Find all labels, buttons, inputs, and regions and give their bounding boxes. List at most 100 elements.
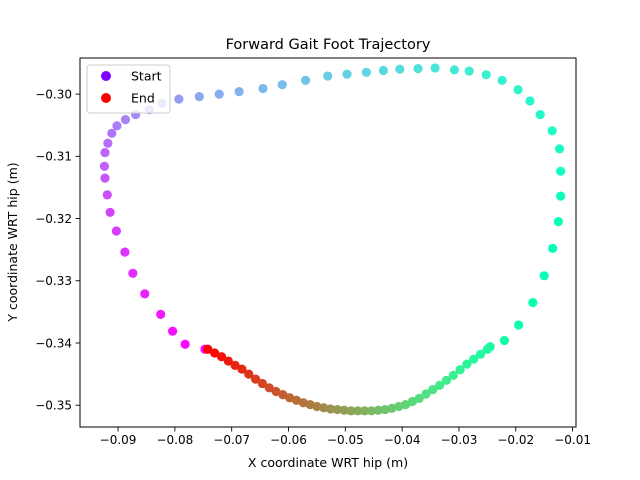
data-point [180,339,190,349]
data-point [156,309,166,319]
data-point [525,96,535,106]
data-point [469,354,479,364]
data-point [395,64,405,74]
data-point [300,75,311,85]
y-tick-label: −0.32 [35,212,72,226]
data-point [105,207,115,217]
x-axis-label: X coordinate WRT hip (m) [248,455,408,470]
data-point [339,405,349,415]
data-point [140,289,150,299]
data-point [194,91,204,102]
data-point [203,344,213,354]
data-point [332,404,342,415]
data-point [554,144,565,154]
y-tick-label: −0.31 [35,150,72,164]
y-tick-label: −0.35 [35,399,72,413]
data-point [120,115,131,125]
data-point [234,87,244,97]
data-point [387,403,397,413]
data-point [237,364,247,374]
x-tick-label: −0.08 [156,433,193,447]
data-point [448,370,458,380]
data-point [548,243,558,254]
legend-label-start: Start [131,69,162,84]
data-point [497,75,507,85]
data-point [111,226,121,236]
data-point [325,404,336,414]
y-tick-label: −0.30 [35,87,72,101]
legend-label-end: End [131,91,155,106]
data-point [556,191,566,201]
data-point [553,217,563,227]
data-point [264,383,274,393]
data-point [513,85,523,95]
data-point [319,403,329,413]
data-point [216,352,227,362]
data-point [462,359,472,369]
data-point [455,365,465,375]
data-point [413,63,423,74]
data-point [244,369,254,379]
data-point [168,326,178,336]
data-point [102,190,112,200]
x-axis-ticks: −0.09 −0.08 −0.07 −0.06 −0.05 −0.04 −0.03 −0.02… [100,427,591,447]
data-point [481,70,491,80]
data-point [174,94,184,104]
plot-frame [79,57,577,428]
data-points [99,63,566,416]
data-point [128,268,138,278]
x-tick-label: −0.09 [100,433,137,447]
legend-marker-start [101,71,111,81]
y-tick-label: −0.33 [35,274,72,288]
data-point [428,385,438,395]
data-point [100,173,110,183]
data-point [258,83,268,94]
data-point [528,297,538,308]
y-axis-label: Y coordinate WRT hip (m) [5,162,20,322]
x-tick-label: −0.06 [270,433,307,447]
data-point [380,404,390,415]
data-point [323,71,333,81]
legend: Start End [86,64,171,114]
data-point [223,356,233,366]
data-point [539,271,549,281]
data-point [360,406,370,416]
data-point [421,389,431,399]
chart-title: Forward Gait Foot Trajectory [226,37,431,53]
legend-marker-end [101,93,111,103]
data-point [277,80,287,90]
data-point [430,63,440,73]
data-point [464,66,474,76]
data-point [475,349,486,359]
x-tick-label: −0.02 [497,433,534,447]
data-point [373,405,383,415]
x-tick-label: −0.05 [327,433,364,447]
data-point [449,65,460,75]
x-tick-label: −0.04 [384,433,421,447]
data-point [257,378,267,389]
data-point [271,386,281,397]
data-point [482,344,492,354]
data-point [342,69,352,79]
data-point [547,126,557,136]
x-tick-label: −0.01 [554,433,591,447]
data-point [378,65,388,76]
data-point [120,247,130,257]
data-point [366,406,377,416]
data-point [210,348,220,358]
data-point [535,110,545,120]
data-point [441,375,452,385]
data-point [556,166,566,176]
y-axis-ticks: −0.35 −0.34 −0.33 −0.32 −0.31 −0.30 [35,87,80,413]
data-point [112,121,122,131]
data-point [346,406,356,416]
data-point [361,67,371,77]
data-point [99,161,110,171]
data-point [499,335,510,346]
data-point [250,374,261,384]
data-point [435,380,445,390]
data-point [353,406,363,416]
x-tick-label: −0.03 [441,433,478,447]
data-point [100,147,110,158]
